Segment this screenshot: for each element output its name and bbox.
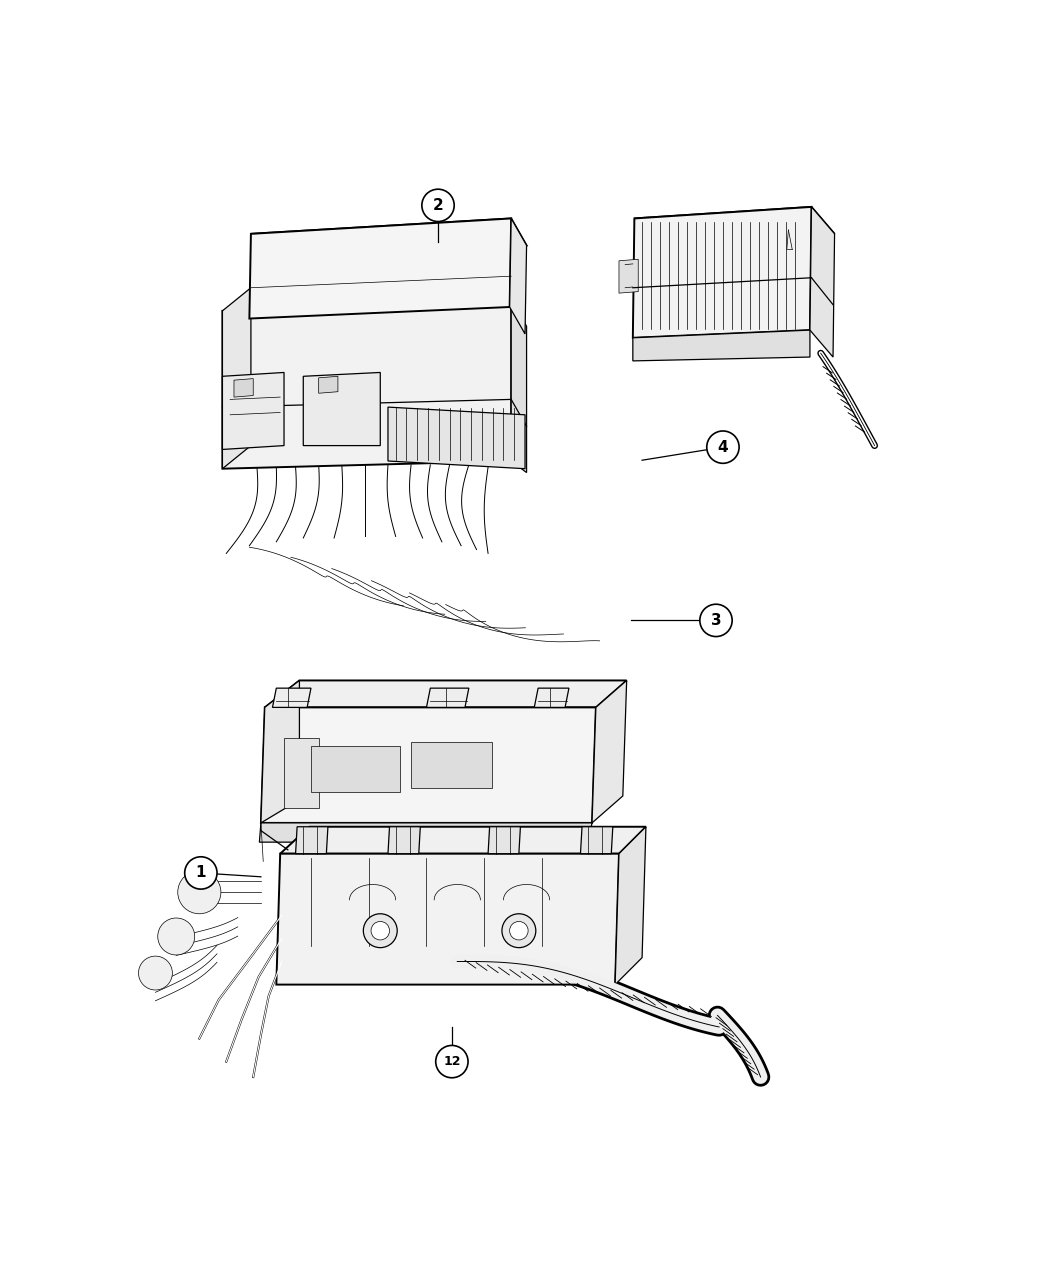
Polygon shape — [223, 300, 511, 469]
Polygon shape — [633, 330, 810, 361]
Circle shape — [700, 604, 732, 636]
Polygon shape — [223, 288, 251, 469]
Circle shape — [363, 914, 397, 947]
Polygon shape — [250, 218, 511, 319]
Text: 3: 3 — [711, 613, 721, 627]
Polygon shape — [296, 826, 328, 854]
Text: 2: 2 — [433, 198, 443, 213]
Polygon shape — [488, 826, 521, 854]
Polygon shape — [388, 407, 525, 469]
Circle shape — [177, 871, 220, 914]
Polygon shape — [592, 681, 627, 822]
Polygon shape — [280, 826, 646, 854]
Polygon shape — [273, 688, 311, 708]
Circle shape — [502, 914, 536, 947]
Polygon shape — [426, 688, 468, 708]
Polygon shape — [276, 854, 620, 984]
Polygon shape — [251, 218, 527, 261]
Polygon shape — [534, 688, 569, 708]
Polygon shape — [259, 822, 592, 843]
Polygon shape — [303, 372, 380, 445]
Polygon shape — [412, 742, 491, 788]
Polygon shape — [260, 681, 299, 822]
Text: 1: 1 — [195, 866, 206, 881]
Polygon shape — [810, 207, 835, 357]
Circle shape — [707, 431, 739, 463]
Polygon shape — [615, 826, 646, 984]
Polygon shape — [509, 218, 527, 334]
Polygon shape — [581, 826, 613, 854]
Polygon shape — [388, 826, 420, 854]
Polygon shape — [311, 746, 399, 792]
Polygon shape — [634, 207, 835, 244]
Text: 4: 4 — [717, 440, 729, 455]
Circle shape — [158, 918, 194, 955]
Circle shape — [139, 956, 172, 989]
Text: 12: 12 — [443, 1056, 461, 1068]
Polygon shape — [633, 207, 812, 338]
Polygon shape — [223, 372, 284, 450]
Polygon shape — [234, 379, 253, 397]
Circle shape — [436, 1046, 468, 1077]
Circle shape — [371, 922, 390, 940]
Polygon shape — [265, 681, 627, 708]
Polygon shape — [284, 738, 319, 807]
Circle shape — [185, 857, 217, 889]
Polygon shape — [319, 376, 338, 393]
Polygon shape — [620, 259, 638, 293]
Polygon shape — [260, 708, 596, 822]
Circle shape — [422, 189, 455, 222]
Circle shape — [509, 922, 528, 940]
Polygon shape — [511, 300, 527, 473]
